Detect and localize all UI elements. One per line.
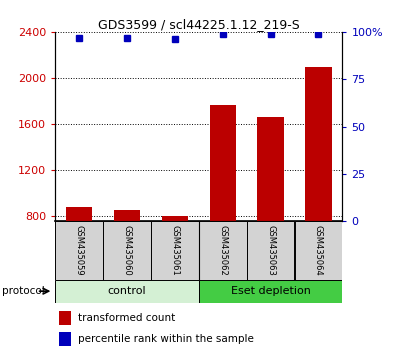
Bar	[209, 105, 235, 221]
Bar	[58, 311, 71, 325]
Bar	[103, 221, 151, 280]
Text: GSM435060: GSM435060	[122, 225, 131, 276]
Text: GSM435064: GSM435064	[313, 225, 322, 276]
Bar	[114, 210, 140, 221]
Text: GSM435063: GSM435063	[265, 225, 274, 276]
Text: protocol: protocol	[2, 286, 45, 296]
Bar	[151, 221, 198, 280]
Text: GSM435059: GSM435059	[74, 225, 83, 276]
Text: control: control	[108, 286, 146, 296]
Title: GDS3599 / scl44225.1.12_219-S: GDS3599 / scl44225.1.12_219-S	[98, 18, 299, 31]
Bar	[66, 207, 92, 221]
Bar	[55, 221, 103, 280]
Bar	[257, 117, 283, 221]
Bar	[58, 332, 71, 346]
Bar	[162, 216, 188, 221]
Bar	[294, 221, 342, 280]
Bar	[198, 221, 246, 280]
Text: GSM435061: GSM435061	[170, 225, 179, 276]
Bar	[198, 280, 342, 303]
Text: transformed count: transformed count	[78, 313, 175, 323]
Text: percentile rank within the sample: percentile rank within the sample	[78, 334, 254, 344]
Text: GSM435062: GSM435062	[218, 225, 227, 276]
Bar	[305, 68, 331, 221]
Text: Eset depletion: Eset depletion	[230, 286, 310, 296]
Bar	[246, 221, 294, 280]
Bar	[55, 280, 198, 303]
